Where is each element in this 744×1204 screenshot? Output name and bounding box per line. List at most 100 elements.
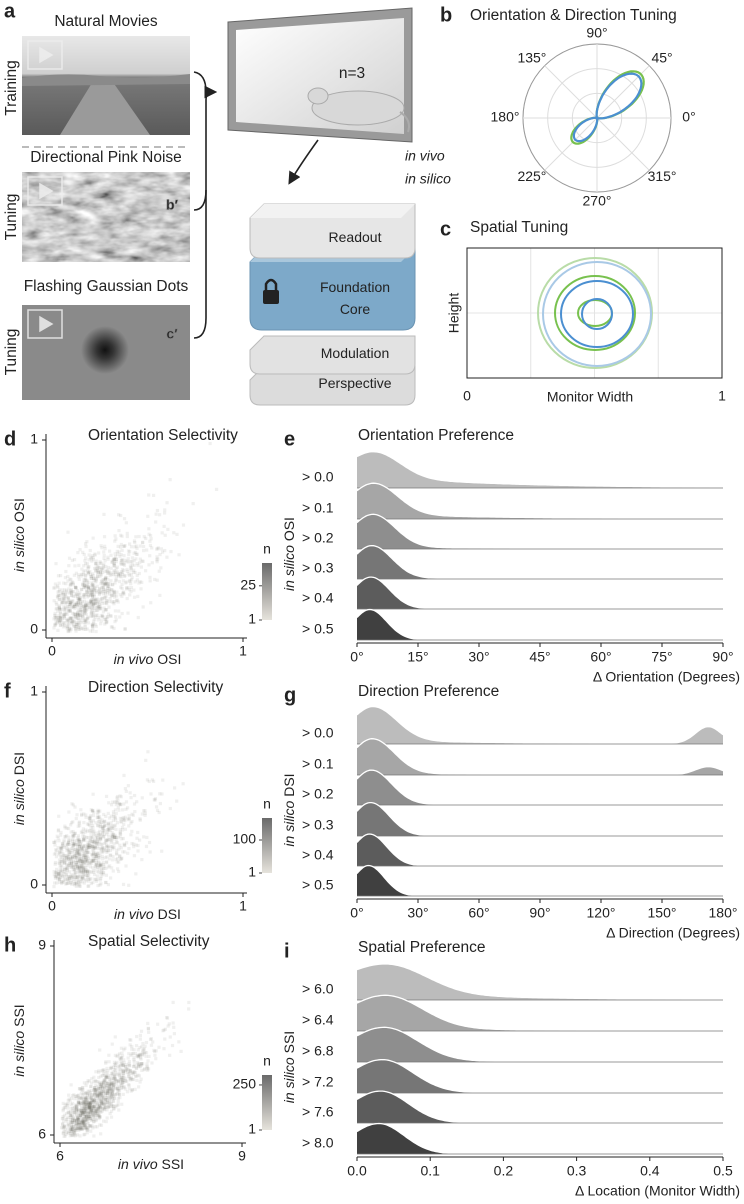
density-bin [66, 574, 70, 579]
density-bin [90, 1106, 94, 1110]
density-bin [116, 1096, 120, 1101]
density-bin [95, 1094, 100, 1098]
angle-label: 135° [517, 49, 546, 65]
density-bin [102, 606, 106, 610]
density-bin [74, 859, 78, 863]
density-bin [105, 599, 109, 603]
x-tick-label: 45° [529, 649, 550, 665]
density-bin [63, 867, 67, 871]
density-bin [70, 855, 74, 859]
density-bin [103, 618, 107, 622]
density-bin [71, 583, 75, 587]
density-bin [104, 575, 108, 579]
density-bin [68, 590, 72, 594]
density-bin [65, 867, 69, 871]
density-bin [90, 592, 94, 596]
density-bin [78, 1126, 83, 1131]
density-bin [119, 1068, 123, 1072]
density-bin [98, 1106, 103, 1110]
model-layer: Perspective [318, 375, 391, 391]
density-bin [134, 1044, 139, 1048]
density-bin [85, 850, 89, 854]
density-bin [80, 1114, 84, 1118]
density-bin [94, 1118, 98, 1123]
density-bin [97, 1113, 101, 1117]
density-bin [71, 611, 75, 615]
density-bin [77, 1096, 81, 1100]
mouse [307, 87, 410, 133]
density-bin [89, 1100, 94, 1105]
density-bin [101, 1119, 106, 1123]
density-bin [119, 820, 124, 824]
density-bin [110, 1093, 114, 1097]
x-tick-label: 0° [350, 905, 363, 921]
density-bin [85, 1099, 89, 1104]
rf-contour [554, 275, 636, 351]
density-bin [111, 600, 115, 604]
density-bin [87, 843, 92, 847]
density-bin [68, 626, 72, 630]
density-bin [146, 1027, 151, 1031]
density-bin [98, 591, 102, 595]
pink-noise-frame [22, 172, 190, 262]
density-bin [146, 1067, 151, 1071]
density-bin [125, 1090, 129, 1094]
density-bin [75, 1097, 79, 1101]
density-bin [65, 1120, 69, 1124]
density-bin [54, 601, 58, 605]
density-bin [122, 802, 126, 806]
density-bin [113, 619, 117, 624]
density-bin [70, 558, 75, 562]
density-bin [77, 1118, 81, 1122]
density-bin [85, 617, 89, 621]
density-bin [98, 1123, 102, 1127]
density-bin [71, 581, 75, 585]
density-bin [116, 1103, 120, 1107]
density-bin [68, 1111, 72, 1115]
density-bin [88, 839, 92, 843]
density-bin [151, 1040, 155, 1044]
density-bin [57, 851, 61, 855]
density-bin [100, 1101, 104, 1106]
density-bin [62, 597, 66, 602]
density-bin [89, 1104, 93, 1108]
density-bin [88, 815, 92, 819]
density-bin [78, 1087, 82, 1091]
density-bin [74, 1134, 78, 1138]
density-bin [83, 850, 87, 854]
density-bin [80, 1121, 84, 1125]
density-bin [109, 1101, 113, 1105]
density-bin [96, 856, 100, 860]
density-bin [88, 861, 92, 865]
density-bin [125, 559, 129, 563]
density-bin [72, 557, 77, 562]
density-bin [82, 607, 87, 611]
density-bin [155, 547, 159, 551]
density-bin [108, 828, 112, 833]
density-bin [65, 1117, 69, 1121]
density-bin [133, 1052, 138, 1056]
x-axis-label-part: in vivo [114, 651, 154, 667]
panel-title: Orientation Preference [358, 427, 514, 444]
density-bin [72, 849, 77, 854]
density-bin [88, 570, 92, 574]
density-bin [98, 561, 102, 566]
density-bin [82, 584, 87, 588]
density-bin [82, 585, 86, 590]
density-bin [61, 1126, 65, 1130]
density-bin [77, 613, 81, 617]
density-bin [105, 855, 109, 859]
density-bin [105, 1098, 109, 1102]
density-bin [141, 1049, 145, 1053]
density-bin [80, 859, 85, 863]
density-bin [85, 1128, 89, 1132]
density-bin [78, 1126, 82, 1130]
density-bin [54, 855, 59, 859]
density-bin [104, 620, 108, 624]
density-bin [129, 1077, 133, 1081]
density-bin [96, 1110, 100, 1114]
density-bin [73, 877, 77, 881]
density-bin [89, 808, 93, 812]
density-bin [135, 552, 139, 556]
density-bin [107, 826, 111, 830]
